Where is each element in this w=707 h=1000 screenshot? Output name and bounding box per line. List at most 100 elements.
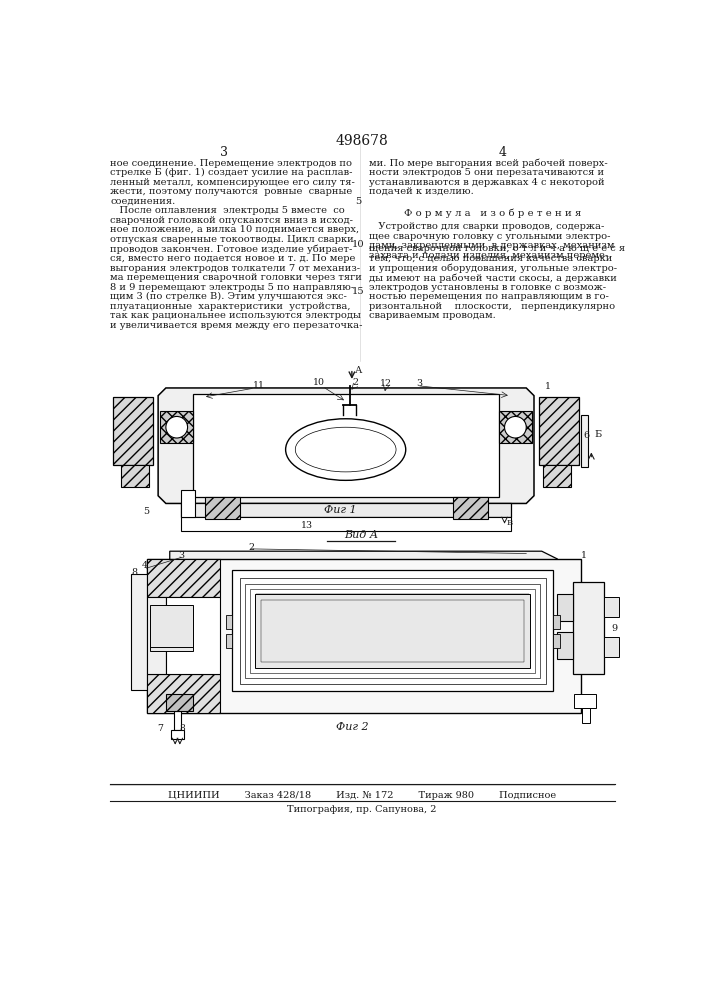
Bar [160,411,193,443]
Bar [557,632,573,659]
Text: 11: 11 [253,381,265,390]
Bar [232,570,554,691]
Text: отпуская сваренные токоотводы. Цикл сварки: отпуская сваренные токоотводы. Цикл свар… [110,235,354,244]
Bar [452,497,488,519]
Text: Ф о р м у л а   и з о б р е т е н и я: Ф о р м у л а и з о б р е т е н и я [404,208,582,218]
Ellipse shape [286,419,406,480]
Bar [573,582,604,674]
Bar [261,600,524,662]
Text: Устройство для сварки проводов, содержа-: Устройство для сварки проводов, содержа- [369,222,604,231]
Bar [226,634,232,648]
Bar [146,674,220,713]
Text: ма перемещения сварочной головки через тяги: ма перемещения сварочной головки через т… [110,273,362,282]
Text: 8 и 9 перемещают электроды 5 по направляю-: 8 и 9 перемещают электроды 5 по направля… [110,283,354,292]
Bar [131,574,146,690]
Text: ми. По мере выгорания всей рабочей поверх-: ми. По мере выгорания всей рабочей повер… [369,158,608,168]
Bar [121,465,149,487]
Text: ностью перемещения по направляющим в го-: ностью перемещения по направляющим в го- [369,292,609,301]
Bar [499,411,532,443]
Bar [174,711,182,730]
Circle shape [505,416,526,438]
Bar [182,503,510,517]
Bar [256,594,530,667]
Polygon shape [170,551,557,570]
Bar [226,615,232,629]
Text: ленный металл, компенсирующее его силу тя-: ленный металл, компенсирующее его силу т… [110,178,355,187]
Bar [146,559,580,713]
Text: щим 3 (по стрелке В). Этим улучшаются экс-: щим 3 (по стрелке В). Этим улучшаются эк… [110,292,347,301]
Text: 4: 4 [499,146,507,159]
Text: 9: 9 [612,624,618,633]
Bar [170,730,185,739]
Bar [113,397,153,465]
Bar [250,589,534,673]
Text: 1: 1 [581,551,588,560]
Text: сварочной головкой опускаются вниз в исход-: сварочной головкой опускаются вниз в исх… [110,216,353,225]
Bar [574,694,596,708]
Text: подачей к изделию.: подачей к изделию. [369,187,474,196]
Text: 10: 10 [400,622,412,631]
Text: электродов установлены в головке с возмож-: электродов установлены в головке с возмо… [369,283,606,292]
Text: А: А [355,366,363,375]
Text: проводов закончен. Готовое изделие убирает-: проводов закончен. Готовое изделие убира… [110,244,353,254]
Bar [193,394,499,497]
Bar [604,597,619,617]
Text: 10: 10 [312,378,325,387]
Bar [240,578,546,684]
Text: и увеличивается время между его перезаточка-: и увеличивается время между его перезато… [110,321,363,330]
Text: 6: 6 [584,431,590,440]
Bar [554,634,559,648]
Bar [182,517,510,531]
Text: 4: 4 [173,431,178,440]
Polygon shape [158,388,534,503]
Text: 15: 15 [352,287,364,296]
Text: Типография, пр. Сапунова, 2: Типография, пр. Сапунова, 2 [287,805,437,814]
Text: 8: 8 [180,724,185,733]
Text: ся, вместо него подается новое и т. д. По мере: ся, вместо него подается новое и т. д. П… [110,254,356,263]
Text: устанавливаются в державках 4 с некоторой: устанавливаются в державках 4 с некоторо… [369,178,604,187]
Bar [557,594,573,620]
Bar [543,465,571,487]
Text: ности электродов 5 они перезатачиваются и: ности электродов 5 они перезатачиваются … [369,168,604,177]
Bar [580,415,588,467]
Text: 12: 12 [380,379,392,388]
Text: ное положение, а вилка 10 поднимается вверх,: ное положение, а вилка 10 поднимается вв… [110,225,359,234]
Text: 2: 2 [352,378,358,387]
Bar [204,497,240,519]
Text: 10: 10 [352,240,364,249]
Bar [245,584,540,678]
Text: Вид А: Вид А [344,530,378,540]
Text: ризонтальной    плоскости,   перпендикулярно: ризонтальной плоскости, перпендикулярно [369,302,615,311]
Bar [539,397,579,465]
Text: 5: 5 [186,705,192,714]
Text: ЦНИИПИ        Заказ 428/18        Изд. № 172        Тираж 980        Подписное: ЦНИИПИ Заказ 428/18 Изд. № 172 Тираж 980… [168,791,556,800]
Text: 8: 8 [132,568,138,577]
Text: 1: 1 [545,382,551,391]
Text: 13: 13 [301,521,313,530]
Text: дами, закрепленными  в державках, механизм: дами, закрепленными в державках, механиз… [369,241,614,250]
Text: щее сварочную головку с угольными электро-: щее сварочную головку с угольными электр… [369,232,610,241]
Bar [182,490,195,517]
Text: ды имеют на рабочей части скосы, а державки: ды имеют на рабочей части скосы, а держа… [369,273,617,283]
Text: выгорания электродов толкатели 7 от механиз-: выгорания электродов толкатели 7 от меха… [110,264,360,273]
Text: В: В [507,519,513,527]
Text: ное соединение. Перемещение электродов по: ное соединение. Перемещение электродов п… [110,158,352,167]
Text: 2: 2 [248,543,254,552]
Bar [255,594,530,668]
Text: Фиг 2: Фиг 2 [336,722,368,732]
Text: и упрощения оборудования, угольные электро-: и упрощения оборудования, угольные элект… [369,264,617,273]
Text: жести, поэтому получаются  ровные  сварные: жести, поэтому получаются ровные сварные [110,187,352,196]
Bar [151,609,193,651]
Text: Фиг 1: Фиг 1 [324,505,356,515]
Text: так как рациональнее используются электроды: так как рациональнее используются электр… [110,311,361,320]
Text: свариваемым проводам.: свариваемым проводам. [369,311,496,320]
Text: 4: 4 [142,561,148,570]
Text: После оплавления  электроды 5 вместе  со: После оплавления электроды 5 вместе со [110,206,345,215]
Text: тем, что, с целью повышения качества сварки: тем, что, с целью повышения качества сва… [369,254,612,263]
Text: 11: 11 [369,628,381,637]
Bar [166,597,220,674]
Text: 7: 7 [158,724,163,733]
Bar [146,559,220,597]
Text: 3: 3 [416,379,422,388]
Text: 3: 3 [220,146,228,159]
